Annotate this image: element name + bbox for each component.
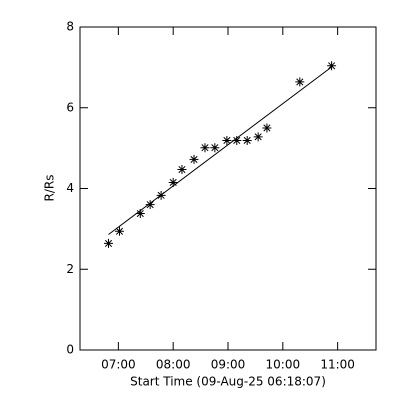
y-tick-label: 2 <box>66 262 74 276</box>
point <box>189 154 199 164</box>
y-axis-label: R/Rs <box>43 175 57 202</box>
x-tick-label: 07:00 <box>101 358 136 372</box>
point <box>200 143 210 153</box>
point <box>177 165 187 175</box>
plot-frame <box>79 26 377 351</box>
point <box>145 200 155 210</box>
point <box>168 177 178 187</box>
point <box>327 61 337 71</box>
y-tick-label: 4 <box>66 181 74 195</box>
y-tick-label: 8 <box>66 20 74 34</box>
x-axis-label: Start Time (09-Aug-25 06:18:07) <box>130 375 326 389</box>
x-tick-label: 08:00 <box>156 358 191 372</box>
point <box>242 135 252 145</box>
point <box>210 143 220 153</box>
point <box>253 132 263 142</box>
x-tick-label: 09:00 <box>211 358 246 372</box>
point <box>104 238 114 248</box>
point <box>114 226 124 236</box>
point <box>222 135 232 145</box>
y-tick-label: 6 <box>66 100 74 114</box>
y-tick-label: 0 <box>66 343 74 357</box>
point <box>232 135 242 145</box>
point <box>135 209 145 219</box>
point <box>295 77 305 87</box>
point <box>262 123 272 133</box>
x-tick-label: 10:00 <box>266 358 301 372</box>
x-tick-label: 11:00 <box>320 358 355 372</box>
fit-line <box>108 66 332 235</box>
